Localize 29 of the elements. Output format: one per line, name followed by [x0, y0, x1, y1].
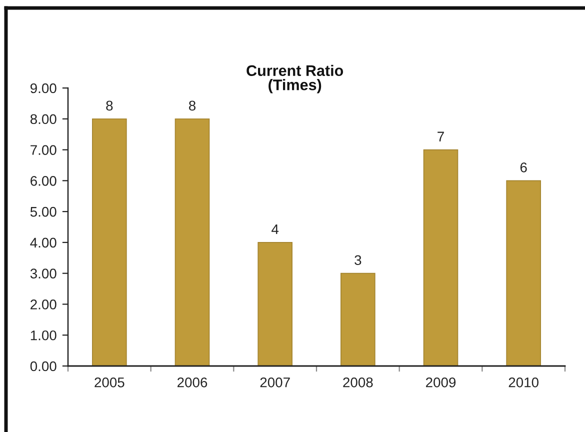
- data-label: 4: [272, 224, 279, 234]
- y-tick-label: 5.00: [30, 206, 56, 217]
- data-label: 3: [354, 255, 362, 266]
- x-tick-label: 2009: [426, 377, 456, 388]
- bar: [423, 149, 458, 366]
- data-label: 6: [520, 162, 527, 172]
- bar: [506, 180, 541, 366]
- x-tick-label: 2008: [343, 377, 373, 388]
- data-label: 7: [438, 132, 444, 142]
- y-tick-label: 9.00: [30, 83, 56, 94]
- y-tick-label: 3.00: [30, 268, 56, 279]
- chart-title: Current Ratio (Times): [246, 64, 344, 94]
- x-tick-label: 2006: [178, 377, 208, 388]
- y-tick-label: 1.00: [30, 330, 56, 340]
- bar: [174, 118, 210, 366]
- bar: [258, 242, 292, 366]
- y-tick-label: 2.00: [30, 300, 56, 310]
- data-label: 8: [188, 100, 196, 111]
- y-tick-label: 7.00: [30, 145, 56, 155]
- data-label: 8: [106, 100, 113, 111]
- bar: [340, 272, 376, 366]
- x-tick-label: 2005: [94, 377, 124, 388]
- y-tick-label: 8.00: [30, 114, 56, 124]
- y-tick-label: 4.00: [30, 238, 56, 248]
- bar: [92, 118, 127, 366]
- y-tick-label: 6.00: [30, 176, 56, 186]
- y-tick-label: 0.00: [30, 361, 56, 372]
- x-tick-label: 2007: [260, 377, 290, 388]
- x-tick-label: 2010: [508, 377, 538, 388]
